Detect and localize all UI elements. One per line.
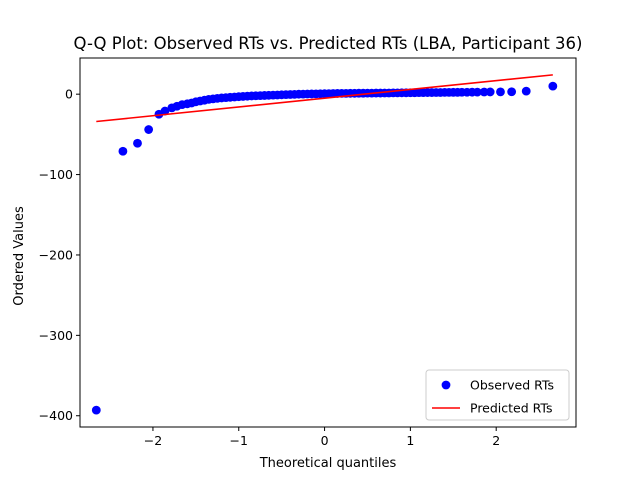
plot-area: −2 −1 0 1 2 0 −100 −200 −300 −400 xyxy=(39,57,577,448)
observed-point xyxy=(496,87,505,97)
predicted-line xyxy=(96,74,553,123)
chart-title: Q-Q Plot: Observed RTs vs. Predicted RTs… xyxy=(74,34,583,53)
observed-point xyxy=(160,106,170,116)
observed-point xyxy=(521,86,531,96)
observed-point xyxy=(507,87,517,97)
observed-point xyxy=(144,125,154,134)
legend-label-predicted: Predicted RTs xyxy=(470,401,553,416)
legend: Observed RTs Predicted RTs xyxy=(425,369,570,421)
legend-marker-observed xyxy=(441,380,451,390)
x-tick-label: 2 xyxy=(492,433,500,448)
observed-point xyxy=(472,87,482,97)
y-tick-label: −400 xyxy=(39,408,73,423)
observed-point xyxy=(91,405,101,415)
y-axis-label: Ordered Values xyxy=(12,206,27,306)
x-tick-label: −2 xyxy=(144,433,162,448)
observed-point xyxy=(548,81,558,91)
x-tick-label: 1 xyxy=(406,433,414,448)
axes-frame xyxy=(79,57,577,428)
observed-point xyxy=(485,87,495,97)
observed-point xyxy=(118,146,128,156)
y-tick-label: −200 xyxy=(39,247,73,262)
observed-point xyxy=(133,138,142,148)
x-axis-label: Theoretical quantiles xyxy=(259,456,397,471)
y-tick-label: −100 xyxy=(39,167,73,182)
legend-box xyxy=(425,369,570,421)
y-tick-label: 0 xyxy=(65,87,73,102)
y-tick-label: −300 xyxy=(39,328,73,343)
legend-label-observed: Observed RTs xyxy=(470,378,554,393)
x-tick-label: 0 xyxy=(321,433,329,448)
x-tick-label: −1 xyxy=(230,433,248,448)
